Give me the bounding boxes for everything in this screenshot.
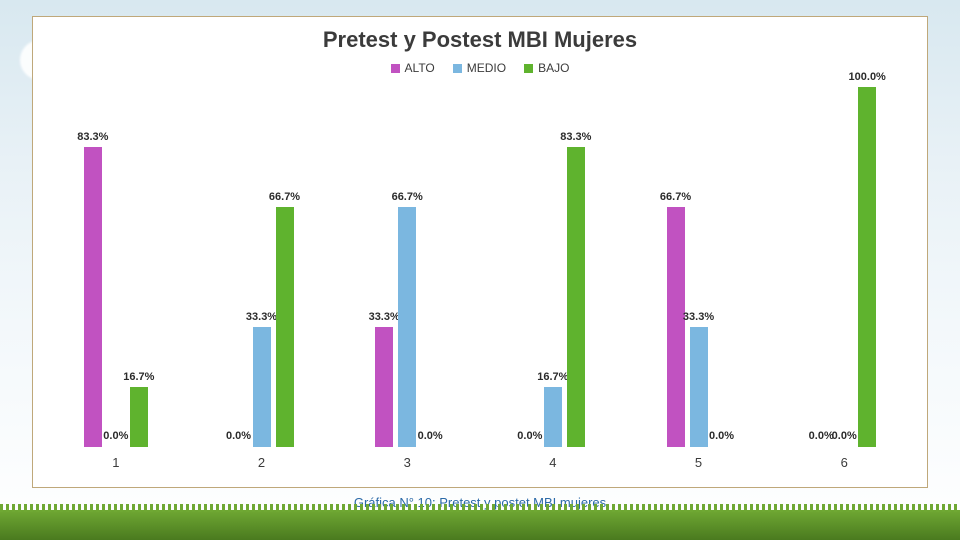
bar-group-bars: 66.7%33.3%0.0% bbox=[626, 87, 772, 447]
bar-group-bars: 0.0%16.7%83.3% bbox=[480, 87, 626, 447]
legend-label-bajo: BAJO bbox=[538, 61, 569, 75]
bar-bajo: 16.7% bbox=[130, 387, 148, 447]
grass-decoration bbox=[0, 510, 960, 540]
chart-title: Pretest y Postest MBI Mujeres bbox=[33, 17, 927, 53]
bar-alto: 0.0% bbox=[812, 446, 830, 447]
bar-label: 0.0% bbox=[226, 430, 251, 442]
slide-background: Pretest y Postest MBI Mujeres ALTO MEDIO… bbox=[0, 0, 960, 540]
bar-alto: 0.0% bbox=[521, 446, 539, 447]
bar-group-bars: 0.0%33.3%66.7% bbox=[189, 87, 335, 447]
bar-medio: 0.0% bbox=[835, 446, 853, 447]
bar-medio: 0.0% bbox=[107, 446, 125, 447]
bar-label: 0.0% bbox=[103, 430, 128, 442]
bar-medio: 33.3% bbox=[253, 327, 271, 447]
bar-group-bars: 0.0%0.0%100.0% bbox=[771, 87, 917, 447]
bar-medio: 16.7% bbox=[544, 387, 562, 447]
bar-medio: 33.3% bbox=[690, 327, 708, 447]
bar-alto: 0.0% bbox=[230, 446, 248, 447]
bar-label: 83.3% bbox=[77, 131, 108, 143]
legend-label-medio: MEDIO bbox=[467, 61, 506, 75]
bar-label: 33.3% bbox=[246, 311, 277, 323]
legend-item-alto: ALTO bbox=[391, 61, 435, 75]
bar-label: 0.0% bbox=[832, 430, 857, 442]
bar-label: 16.7% bbox=[537, 371, 568, 383]
chart-plot-area: 83.3%0.0%16.7%10.0%33.3%66.7%233.3%66.7%… bbox=[43, 87, 917, 447]
chart-legend: ALTO MEDIO BAJO bbox=[33, 61, 927, 75]
legend-label-alto: ALTO bbox=[405, 61, 435, 75]
bar-group-bars: 33.3%66.7%0.0% bbox=[334, 87, 480, 447]
bar-alto: 66.7% bbox=[667, 207, 685, 447]
bar-group: 33.3%66.7%0.0%3 bbox=[334, 87, 480, 447]
category-label: 6 bbox=[771, 455, 917, 470]
bar-label: 66.7% bbox=[660, 191, 691, 203]
bar-label: 33.3% bbox=[683, 311, 714, 323]
bar-label: 66.7% bbox=[269, 191, 300, 203]
bar-alto: 33.3% bbox=[375, 327, 393, 447]
bar-group: 0.0%16.7%83.3%4 bbox=[480, 87, 626, 447]
bar-group: 66.7%33.3%0.0%5 bbox=[626, 87, 772, 447]
bar-label: 0.0% bbox=[418, 430, 443, 442]
bar-label: 83.3% bbox=[560, 131, 591, 143]
chart-frame: Pretest y Postest MBI Mujeres ALTO MEDIO… bbox=[32, 16, 928, 488]
bar-label: 33.3% bbox=[369, 311, 400, 323]
bar-label: 16.7% bbox=[123, 371, 154, 383]
legend-swatch-medio bbox=[453, 64, 462, 73]
bar-group: 83.3%0.0%16.7%1 bbox=[43, 87, 189, 447]
bar-bajo: 0.0% bbox=[421, 446, 439, 447]
bar-medio: 66.7% bbox=[398, 207, 416, 447]
legend-swatch-bajo bbox=[524, 64, 533, 73]
legend-swatch-alto bbox=[391, 64, 400, 73]
category-label: 4 bbox=[480, 455, 626, 470]
bar-bajo: 83.3% bbox=[567, 147, 585, 447]
bar-label: 0.0% bbox=[809, 430, 834, 442]
category-label: 5 bbox=[626, 455, 772, 470]
bar-label: 66.7% bbox=[392, 191, 423, 203]
category-label: 2 bbox=[189, 455, 335, 470]
bar-bajo: 66.7% bbox=[276, 207, 294, 447]
bar-alto: 83.3% bbox=[84, 147, 102, 447]
category-label: 3 bbox=[334, 455, 480, 470]
bar-label: 0.0% bbox=[517, 430, 542, 442]
bar-label: 0.0% bbox=[709, 430, 734, 442]
legend-item-medio: MEDIO bbox=[453, 61, 506, 75]
bar-bajo: 0.0% bbox=[713, 446, 731, 447]
bar-bajo: 100.0% bbox=[858, 87, 876, 447]
bar-group: 0.0%33.3%66.7%2 bbox=[189, 87, 335, 447]
bar-label: 100.0% bbox=[849, 71, 886, 83]
bar-group-bars: 83.3%0.0%16.7% bbox=[43, 87, 189, 447]
category-label: 1 bbox=[43, 455, 189, 470]
bar-group: 0.0%0.0%100.0%6 bbox=[771, 87, 917, 447]
legend-item-bajo: BAJO bbox=[524, 61, 569, 75]
